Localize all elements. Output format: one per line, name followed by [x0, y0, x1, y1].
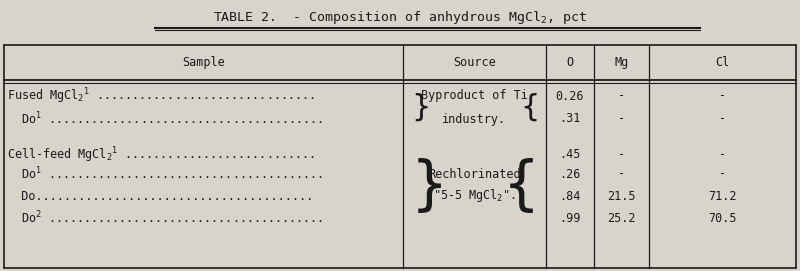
Text: -: -	[618, 167, 625, 180]
Text: -: -	[618, 149, 625, 162]
Text: TABLE 2.  - Composition of anhydrous MgCl$_2$, pct: TABLE 2. - Composition of anhydrous MgCl…	[213, 9, 587, 27]
Text: .45: .45	[559, 149, 581, 162]
Text: -: -	[618, 89, 625, 102]
Text: Cl: Cl	[715, 56, 730, 69]
Text: Source: Source	[453, 56, 496, 69]
Text: {: {	[521, 93, 540, 122]
Text: Fused MgCl$_2$$^1$ ...............................: Fused MgCl$_2$$^1$ .....................…	[7, 86, 314, 106]
Text: .84: .84	[559, 189, 581, 202]
Text: .26: .26	[559, 167, 581, 180]
Text: Do$^1$ .......................................: Do$^1$ .................................…	[7, 166, 323, 182]
Text: -: -	[719, 167, 726, 180]
Text: -: -	[719, 89, 726, 102]
Text: industry.: industry.	[442, 112, 506, 125]
Text: Do$^1$ .......................................: Do$^1$ .................................…	[7, 111, 323, 127]
Text: .99: .99	[559, 211, 581, 224]
Text: O: O	[566, 56, 574, 69]
Text: 21.5: 21.5	[607, 189, 636, 202]
Text: }: }	[411, 158, 448, 215]
Text: 70.5: 70.5	[708, 211, 737, 224]
Text: 25.2: 25.2	[607, 211, 636, 224]
Text: Do.......................................: Do......................................…	[7, 189, 314, 202]
Text: }: }	[411, 93, 430, 122]
Text: -: -	[719, 112, 726, 125]
Text: Mg: Mg	[614, 56, 629, 69]
Text: Rechlorinated: Rechlorinated	[428, 167, 521, 180]
Text: Byproduct of Ti: Byproduct of Ti	[421, 89, 528, 102]
Text: Sample: Sample	[182, 56, 225, 69]
Text: Do$^2$ .......................................: Do$^2$ .................................…	[7, 210, 323, 226]
Text: -: -	[719, 149, 726, 162]
Text: -: -	[618, 112, 625, 125]
Text: .31: .31	[559, 112, 581, 125]
Text: 71.2: 71.2	[708, 189, 737, 202]
Text: Cell-feed MgCl$_2$$^1$ ...........................: Cell-feed MgCl$_2$$^1$ .................…	[7, 145, 314, 165]
Text: 0.26: 0.26	[556, 89, 584, 102]
Text: {: {	[503, 158, 540, 215]
Text: "5-5 MgCl$_2$".: "5-5 MgCl$_2$".	[433, 188, 516, 205]
